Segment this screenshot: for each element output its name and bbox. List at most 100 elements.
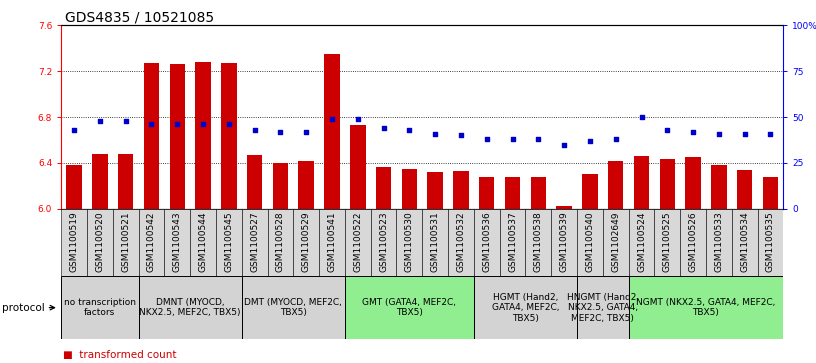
Text: GSM1100523: GSM1100523 [379,211,388,272]
Text: GSM1100531: GSM1100531 [431,211,440,272]
Bar [757,209,783,276]
Bar [685,157,701,209]
Point [686,129,699,135]
Text: GSM1100520: GSM1100520 [95,211,104,272]
Point [506,136,519,142]
Text: GSM1100544: GSM1100544 [198,211,207,272]
Bar [87,209,113,276]
Bar [628,209,654,276]
Point [119,118,132,124]
Text: NGMT (NKX2.5, GATA4, MEF2C,
TBX5): NGMT (NKX2.5, GATA4, MEF2C, TBX5) [636,298,776,317]
Bar [608,160,623,209]
Text: GSM1100521: GSM1100521 [122,211,131,272]
Point [197,122,210,127]
Bar [139,209,164,276]
Point [145,122,158,127]
Text: HNGMT (Hand2,
NKX2.5, GATA4,
MEF2C, TBX5): HNGMT (Hand2, NKX2.5, GATA4, MEF2C, TBX5… [567,293,639,323]
Bar [273,163,288,209]
Bar [66,165,82,209]
Bar [654,209,681,276]
Point [299,129,313,135]
Bar [428,172,443,209]
Text: GSM1100532: GSM1100532 [456,211,465,272]
Bar [499,209,526,276]
Point [481,136,494,142]
Point [583,138,596,144]
Point [610,136,623,142]
Bar [448,209,474,276]
FancyBboxPatch shape [628,276,783,339]
Bar [370,209,397,276]
Bar [530,177,546,209]
Text: GSM1100529: GSM1100529 [302,211,311,272]
Text: GSM1100543: GSM1100543 [173,211,182,272]
Point [557,142,570,147]
Bar [242,209,268,276]
Bar [397,209,423,276]
Bar [319,209,345,276]
Text: no transcription
factors: no transcription factors [64,298,136,317]
Bar [92,154,108,209]
Bar [216,209,242,276]
FancyBboxPatch shape [242,276,345,339]
Bar [763,177,778,209]
Bar [659,159,675,209]
Bar [118,154,133,209]
Point [661,127,674,133]
Bar [577,209,603,276]
Bar [401,169,417,209]
Text: GSM1100530: GSM1100530 [405,211,414,272]
Text: GSM1100527: GSM1100527 [251,211,259,272]
Bar [345,209,370,276]
Point [635,114,648,120]
Text: GSM1100535: GSM1100535 [766,211,775,272]
Bar [350,125,366,209]
Bar [293,209,319,276]
Point [171,122,184,127]
Point [351,116,364,122]
Text: GSM1100537: GSM1100537 [508,211,517,272]
Bar [582,174,597,209]
FancyBboxPatch shape [474,276,577,339]
Point [532,136,545,142]
Text: GSM1100522: GSM1100522 [353,211,362,272]
Point [712,131,725,136]
Text: GSM1100538: GSM1100538 [534,211,543,272]
Bar [505,177,521,209]
Text: DMNT (MYOCD,
NKX2.5, MEF2C, TBX5): DMNT (MYOCD, NKX2.5, MEF2C, TBX5) [140,298,241,317]
FancyBboxPatch shape [577,276,628,339]
Point [455,132,468,138]
Point [403,127,416,133]
Bar [190,209,216,276]
Text: GSM1100539: GSM1100539 [560,211,569,272]
Bar [144,63,159,209]
Bar [479,177,494,209]
Bar [324,54,339,209]
Bar [113,209,139,276]
Bar [474,209,499,276]
Text: GMT (GATA4, MEF2C,
TBX5): GMT (GATA4, MEF2C, TBX5) [362,298,456,317]
Text: GSM1100540: GSM1100540 [585,211,594,272]
Text: GSM1100536: GSM1100536 [482,211,491,272]
Point [248,127,261,133]
Text: GDS4835 / 10521085: GDS4835 / 10521085 [65,11,215,25]
Point [764,131,777,136]
Bar [299,160,314,209]
Bar [706,209,732,276]
Text: GSM1100542: GSM1100542 [147,211,156,272]
FancyBboxPatch shape [139,276,242,339]
Text: DMT (MYOCD, MEF2C,
TBX5): DMT (MYOCD, MEF2C, TBX5) [244,298,342,317]
Point [68,127,81,133]
Bar [681,209,706,276]
Bar [732,209,757,276]
Text: GSM1102649: GSM1102649 [611,211,620,272]
Bar [376,167,392,209]
Bar [737,170,752,209]
Point [428,131,441,136]
Text: HGMT (Hand2,
GATA4, MEF2C,
TBX5): HGMT (Hand2, GATA4, MEF2C, TBX5) [492,293,559,323]
Bar [711,165,726,209]
Bar [552,209,577,276]
Text: GSM1100545: GSM1100545 [224,211,233,272]
Text: GSM1100541: GSM1100541 [327,211,336,272]
Bar [453,171,468,209]
